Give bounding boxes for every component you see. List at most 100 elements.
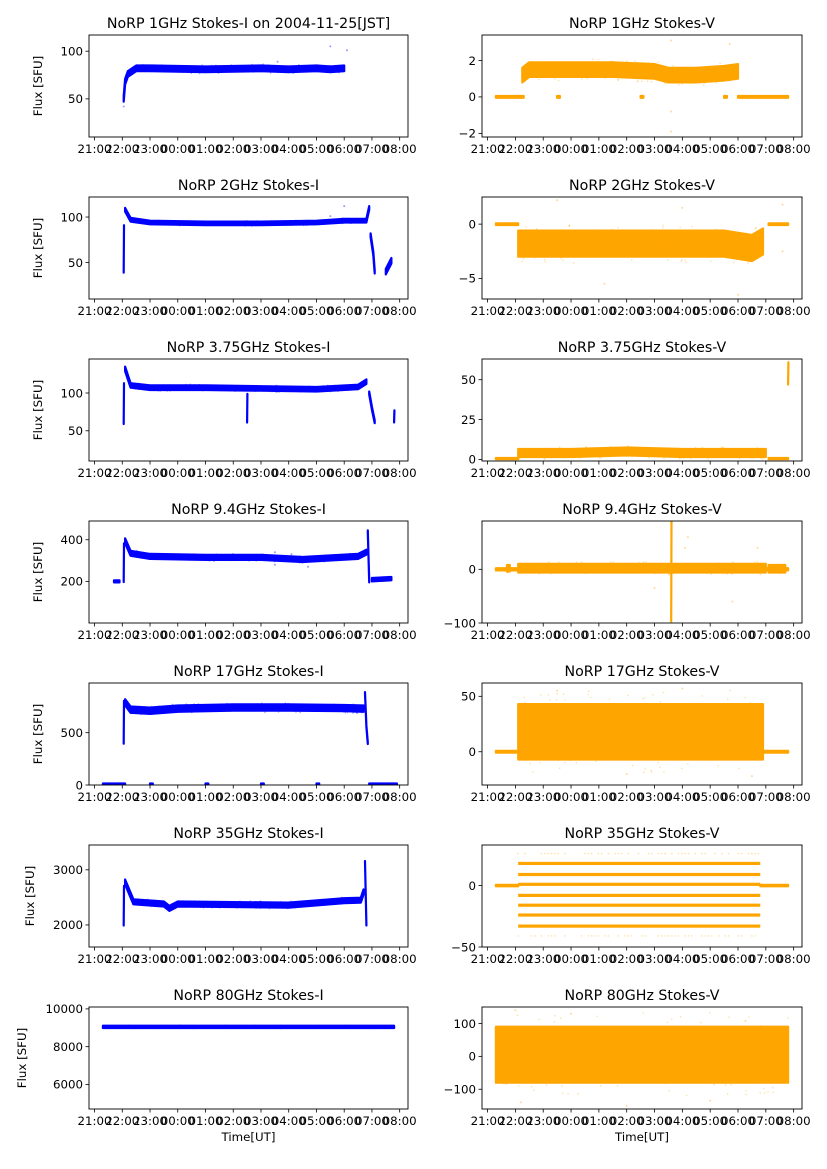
- data-point: [666, 259, 669, 261]
- x-axis-label: Time[UT]: [614, 1130, 669, 1144]
- data-point: [290, 223, 293, 226]
- data-point: [269, 1025, 272, 1028]
- data-point: [690, 449, 693, 452]
- x-tick-label: 02:00: [216, 304, 250, 318]
- data-point: [510, 457, 512, 460]
- data-point: [129, 382, 131, 385]
- data-point: [720, 66, 722, 69]
- data-point: [156, 905, 158, 908]
- data-point: [192, 553, 195, 555]
- data-point: [515, 94, 517, 97]
- data-point: [201, 69, 203, 72]
- data-point: [624, 246, 627, 249]
- data-point: [189, 553, 191, 556]
- data-point: [618, 70, 620, 72]
- data-point: [551, 448, 554, 450]
- data-point: [176, 904, 179, 906]
- x-tick-label: 22:00: [105, 1114, 139, 1128]
- data-point: [745, 1089, 747, 1092]
- data-point: [740, 571, 742, 574]
- data-point: [262, 553, 264, 555]
- data-point: [257, 224, 260, 226]
- data-point: [341, 896, 343, 899]
- data-point: [275, 703, 277, 706]
- data-point: [202, 390, 204, 392]
- data-point: [720, 456, 723, 459]
- x-tick-label: 22:00: [105, 466, 139, 480]
- data-point: [777, 95, 780, 98]
- data-point: [172, 70, 175, 72]
- subplot-title: NoRP 17GHz Stokes-V: [565, 664, 720, 680]
- data-point: [642, 95, 644, 97]
- data-point: [358, 554, 361, 556]
- data-point: [219, 65, 221, 67]
- data-point: [681, 241, 683, 244]
- data-point: [246, 221, 248, 224]
- data-point: [343, 385, 345, 387]
- data-point: [300, 66, 302, 69]
- data-point: [204, 900, 207, 903]
- data-point: [269, 69, 271, 72]
- data-point: [186, 905, 189, 908]
- x-tick-label: 04:00: [665, 1114, 699, 1128]
- data-point: [666, 1066, 669, 1068]
- data-point: [685, 261, 687, 264]
- data-point: [672, 707, 674, 709]
- data-point: [189, 1025, 191, 1027]
- data-point: [653, 240, 656, 242]
- data-point: [657, 852, 660, 855]
- x-tick-label: 23:00: [526, 142, 560, 156]
- data-point: [744, 1020, 746, 1023]
- data-point: [760, 1024, 762, 1027]
- x-tick-label: 07:00: [749, 952, 783, 966]
- data-point: [648, 563, 651, 565]
- data-point: [257, 705, 259, 708]
- x-tick-label: 00:00: [554, 466, 588, 480]
- y-tick-label: 0: [468, 90, 476, 104]
- data-point: [587, 852, 590, 855]
- data-point: [534, 935, 536, 937]
- data-point: [311, 705, 314, 707]
- data-point: [329, 45, 332, 48]
- data-point: [543, 458, 546, 460]
- data-point: [163, 387, 165, 389]
- data-point: [281, 708, 283, 710]
- data-point: [327, 555, 330, 558]
- data-point: [666, 81, 668, 84]
- data-point: [129, 552, 131, 554]
- data-point: [175, 556, 177, 559]
- data-point: [201, 1026, 204, 1028]
- data-point: [375, 783, 377, 785]
- y-tick-label: 0: [468, 453, 476, 467]
- data-point: [170, 389, 173, 391]
- data-point: [204, 224, 207, 227]
- subplot-7: 21:0022:0023:0000:0001:0002:0003:0004:00…: [31, 502, 417, 642]
- data-point: [200, 708, 202, 711]
- data-point: [267, 901, 269, 903]
- data-point: [352, 704, 355, 707]
- y-tick-label: −100: [444, 1083, 476, 1097]
- data-point: [609, 446, 612, 448]
- data-point: [699, 1071, 702, 1073]
- data-point: [229, 709, 231, 711]
- data-point: [287, 907, 289, 910]
- data-point: [521, 454, 524, 457]
- data-point: [646, 80, 649, 82]
- data-point: [736, 564, 739, 567]
- data-point: [213, 388, 215, 391]
- data-point: [174, 907, 176, 909]
- data-point: [322, 67, 325, 69]
- data-point: [324, 709, 326, 711]
- data-point: [696, 749, 699, 752]
- x-tick-label: 00:00: [161, 790, 195, 804]
- data-point: [782, 458, 784, 461]
- data-point: [517, 935, 519, 937]
- data-point: [164, 708, 167, 710]
- data-point: [495, 568, 497, 571]
- data-point: [763, 448, 766, 451]
- data-point: [617, 78, 619, 81]
- data-point: [640, 251, 643, 254]
- data-point: [706, 572, 708, 574]
- data-point: [649, 740, 651, 742]
- data-point: [709, 1099, 712, 1102]
